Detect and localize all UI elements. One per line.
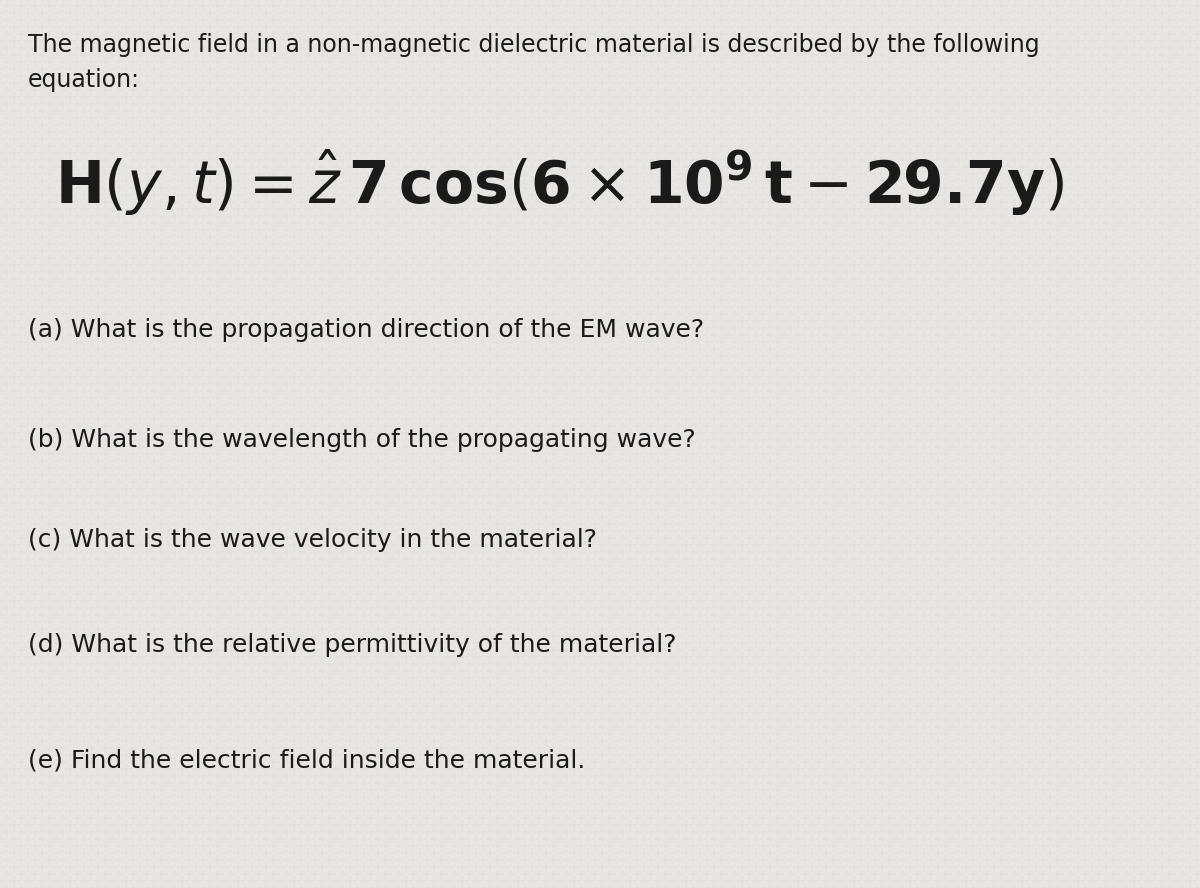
Text: (b) What is the wavelength of the propagating wave?: (b) What is the wavelength of the propag… — [28, 428, 696, 452]
Text: equation:: equation: — [28, 68, 140, 92]
Text: (a) What is the propagation direction of the EM wave?: (a) What is the propagation direction of… — [28, 318, 704, 342]
Text: (c) What is the wave velocity in the material?: (c) What is the wave velocity in the mat… — [28, 528, 598, 552]
Text: (d) What is the relative permittivity of the material?: (d) What is the relative permittivity of… — [28, 633, 677, 657]
Text: (e) Find the electric field inside the material.: (e) Find the electric field inside the m… — [28, 748, 586, 772]
Text: $\mathbf{H}(y,t) = \hat{z}\,\mathbf{7}\,\mathbf{cos}(\mathbf{6} \times \mathbf{1: $\mathbf{H}(y,t) = \hat{z}\,\mathbf{7}\,… — [55, 148, 1064, 218]
Text: The magnetic field in a non-magnetic dielectric material is described by the fol: The magnetic field in a non-magnetic die… — [28, 33, 1039, 57]
